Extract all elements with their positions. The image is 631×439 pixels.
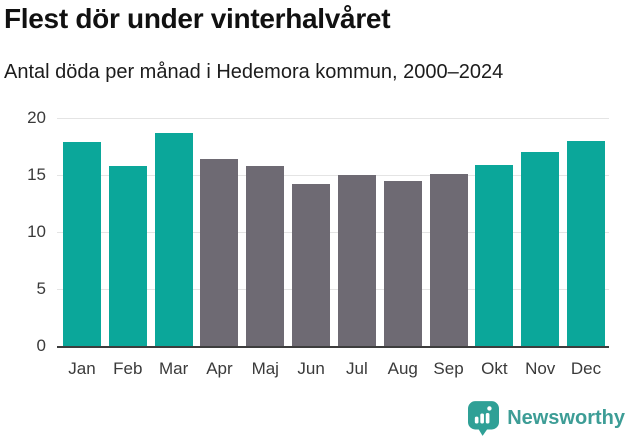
y-tick-label-10: 10 xyxy=(27,222,46,241)
gridline-10 xyxy=(57,232,609,233)
brand-footer: Newsworthy xyxy=(468,401,625,436)
x-tick-label-sep: Sep xyxy=(433,359,464,378)
bar-maj xyxy=(246,165,285,346)
x-tick-label-jun: Jun xyxy=(297,359,325,378)
chart-subtitle: Antal döda per månad i Hedemora kommun, … xyxy=(4,61,504,83)
x-tick-label-maj: Maj xyxy=(251,359,279,378)
bar-aug xyxy=(383,180,422,346)
y-tick-label-5: 5 xyxy=(36,279,46,298)
y-axis: 0 5 10 15 20 xyxy=(0,108,46,358)
brand-name: Newsworthy xyxy=(507,407,625,429)
bar-jan xyxy=(63,141,101,346)
bar-apr xyxy=(200,159,239,346)
x-axis: Jan Feb Mar Apr Maj Jun Jul Aug Sep Okt Nov Dec xyxy=(57,355,609,383)
chart-title: Flest dör under vinterhalvåret xyxy=(4,3,391,34)
x-tick-label-nov: Nov xyxy=(525,359,556,378)
bar-sep xyxy=(429,173,468,346)
bar-feb xyxy=(108,165,147,346)
bar-okt xyxy=(475,164,514,346)
y-tick-label-0: 0 xyxy=(36,336,46,355)
y-tick-label-15: 15 xyxy=(27,165,46,184)
bar-jul xyxy=(337,175,376,346)
x-tick-label-jul: Jul xyxy=(346,359,368,378)
newsworthy-logo-icon xyxy=(468,401,500,436)
bar-nov xyxy=(521,152,560,346)
bar-mar xyxy=(154,132,193,346)
x-tick-label-apr: Apr xyxy=(206,359,233,378)
gridline-5 xyxy=(57,289,609,290)
x-tick-label-okt: Okt xyxy=(481,359,508,378)
gridline-15 xyxy=(57,175,609,176)
bar-jun xyxy=(292,184,331,346)
gridline-20 xyxy=(57,118,609,119)
bar-dec xyxy=(567,140,606,346)
x-tick-label-aug: Aug xyxy=(387,359,418,378)
plot-area xyxy=(57,118,609,348)
x-tick-label-dec: Dec xyxy=(570,359,602,378)
x-tick-label-feb: Feb xyxy=(113,359,143,378)
y-tick-label-20: 20 xyxy=(27,108,46,127)
x-tick-label-mar: Mar xyxy=(158,359,189,378)
x-tick-label-jan: Jan xyxy=(68,359,96,378)
